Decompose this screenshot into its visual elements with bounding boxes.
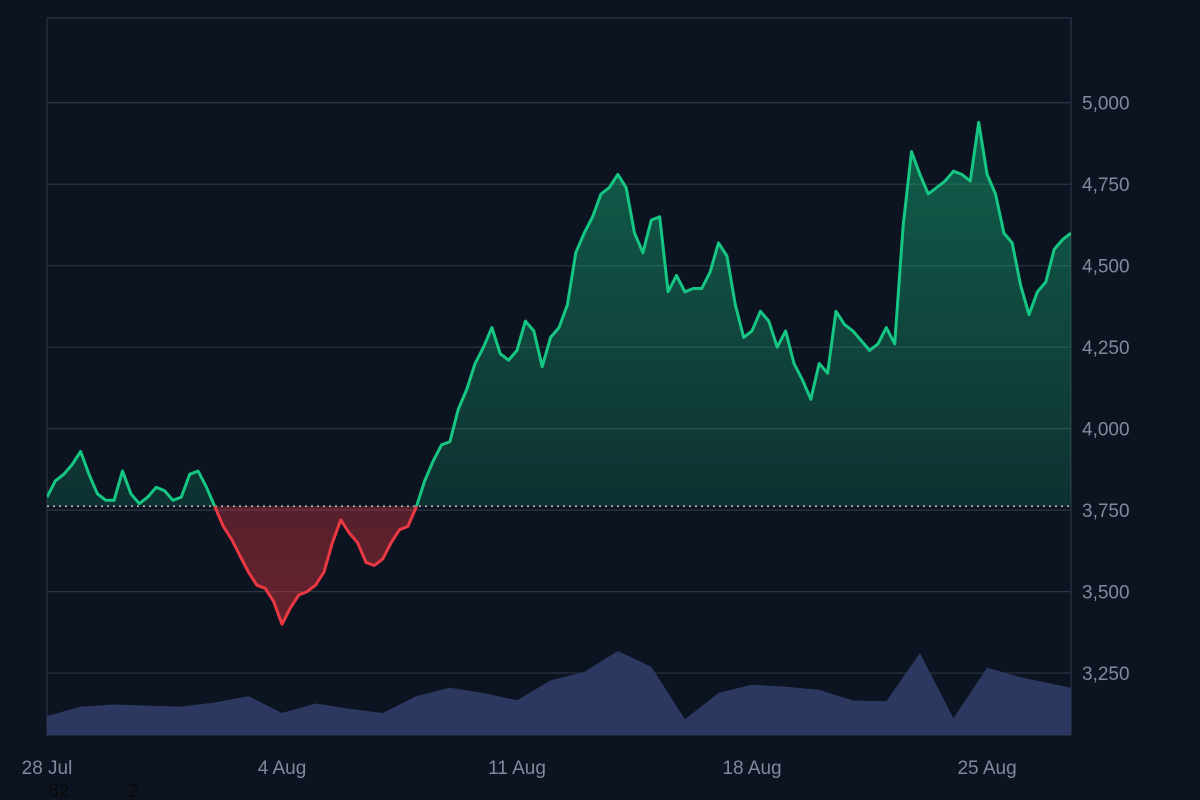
- y-tick-label: 4,000: [1082, 420, 1130, 441]
- x-tick-label: 18 Aug: [722, 758, 781, 779]
- volume-area: [47, 651, 1071, 735]
- price-area-below-baseline: [214, 506, 417, 625]
- x-tick-label: 28 Jul: [22, 758, 73, 779]
- stray-label: 2: [128, 781, 139, 800]
- y-tick-label: 3,500: [1082, 583, 1130, 604]
- y-tick-label: 4,250: [1082, 338, 1130, 359]
- y-tick-label: 3,250: [1082, 664, 1130, 685]
- price-area-above-baseline: [47, 122, 1071, 507]
- stray-label: 82: [48, 781, 69, 800]
- y-tick-label: 3,750: [1082, 501, 1130, 522]
- y-tick-label: 4,750: [1082, 175, 1130, 196]
- x-tick-label: 11 Aug: [488, 758, 546, 779]
- price-line-down: [212, 506, 419, 626]
- y-tick-label: 4,500: [1082, 257, 1130, 278]
- x-tick-label: 25 Aug: [957, 758, 1016, 779]
- y-tick-label: 5,000: [1082, 94, 1130, 115]
- x-tick-label: 4 Aug: [258, 758, 307, 779]
- price-line-up: [47, 120, 1071, 507]
